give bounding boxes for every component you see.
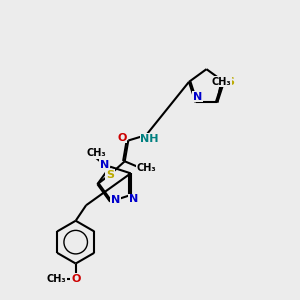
- Text: CH₃: CH₃: [86, 148, 106, 158]
- Text: NH: NH: [140, 134, 159, 144]
- Text: CH₃: CH₃: [212, 77, 232, 87]
- Text: O: O: [71, 274, 80, 284]
- Text: S: S: [226, 77, 234, 87]
- Text: CH₃: CH₃: [46, 274, 66, 284]
- Text: O: O: [117, 133, 127, 142]
- Text: S: S: [106, 170, 114, 180]
- Text: N: N: [111, 195, 120, 205]
- Text: N: N: [129, 194, 138, 205]
- Text: CH₃: CH₃: [137, 163, 157, 173]
- Text: N: N: [100, 160, 110, 170]
- Text: N: N: [193, 92, 202, 101]
